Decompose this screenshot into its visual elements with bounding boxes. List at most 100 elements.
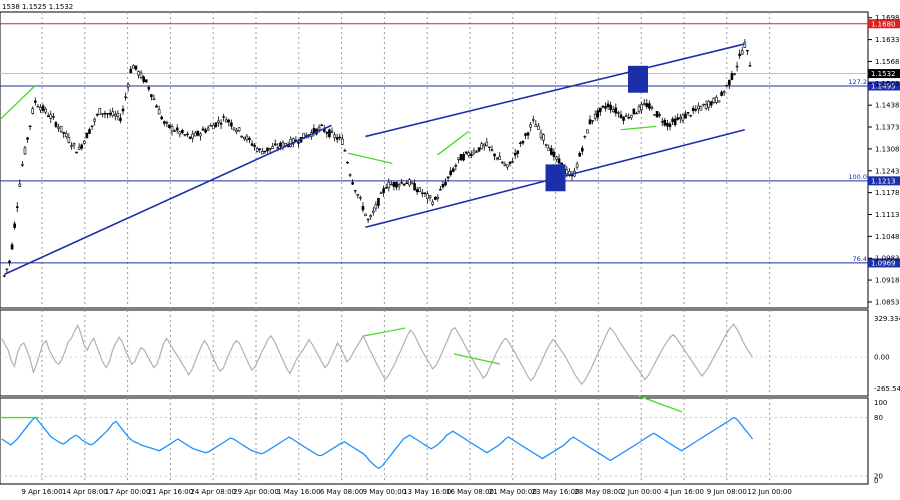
price-tick-label: 1.0918 xyxy=(875,277,900,285)
price-axis: 1.1698 1.1633 1.1568 1.1503 1.1438 1.1373 1.13… xyxy=(868,14,900,306)
candle-body xyxy=(222,116,225,118)
candle-body xyxy=(604,106,607,109)
fibo-level-label: 76.4 xyxy=(853,255,867,263)
candle-body xyxy=(196,130,200,136)
divergence-line xyxy=(0,85,36,121)
candle-body xyxy=(21,164,24,166)
candle-body xyxy=(111,111,115,116)
candle-body xyxy=(439,189,442,191)
candle-body xyxy=(697,105,700,110)
candle-body xyxy=(565,169,569,175)
cci-divergence-line xyxy=(363,327,406,337)
candle-body xyxy=(428,195,432,198)
candle-body xyxy=(325,132,329,134)
candle-body xyxy=(557,158,561,164)
candle-body xyxy=(735,65,739,68)
candle-body xyxy=(666,122,669,127)
candle-body xyxy=(614,107,618,114)
candle-body xyxy=(62,132,65,134)
vertical-grid xyxy=(41,12,771,484)
candle-body xyxy=(88,129,91,134)
candle-body xyxy=(292,138,295,145)
candle-body xyxy=(730,73,734,80)
candle-body xyxy=(599,107,602,113)
cci-divergence-line xyxy=(453,353,501,365)
candle-body xyxy=(462,154,465,161)
candle-body xyxy=(150,94,153,98)
candle-body xyxy=(637,106,641,112)
candle-body xyxy=(41,105,45,111)
candle-body xyxy=(124,96,127,98)
candle-body xyxy=(338,136,342,139)
rsi-tick-label: 20 xyxy=(874,473,883,481)
price-tick-label: 1.1568 xyxy=(875,58,900,66)
candle-body xyxy=(39,107,42,111)
candle-body xyxy=(382,188,385,193)
candle-body xyxy=(575,163,579,168)
x-tick-label: 28 May 08:00 xyxy=(574,488,622,496)
candle-body xyxy=(90,125,94,127)
candle-body xyxy=(495,157,499,160)
candle-body xyxy=(686,112,690,114)
candle-body xyxy=(547,147,551,151)
x-tick-label: 9 Apr 16:00 xyxy=(21,488,62,496)
candle-body xyxy=(660,121,664,123)
x-tick-label: 4 Jun 16:00 xyxy=(664,488,704,496)
cci-tick-label: 329.3341 xyxy=(874,315,900,323)
rsi-indicator: 100 80 200 xyxy=(0,399,887,485)
candle-body xyxy=(537,125,540,130)
candle-body xyxy=(658,114,661,116)
price-tick-label: 1.1243 xyxy=(875,167,900,175)
candle-body xyxy=(441,184,445,188)
candle-body xyxy=(103,112,107,115)
candle-body xyxy=(333,134,336,138)
x-tick-label: 21 Apr 16:00 xyxy=(148,488,194,496)
candle-body xyxy=(121,108,125,112)
price-tick-label: 1.1308 xyxy=(875,145,900,153)
candle-body xyxy=(519,142,522,145)
candle-body xyxy=(722,91,726,94)
candle-body xyxy=(201,128,205,131)
candle-body xyxy=(472,150,476,154)
candle-body xyxy=(464,151,468,154)
candle-body xyxy=(18,183,22,187)
candle-body xyxy=(694,109,698,111)
candle-body xyxy=(119,117,122,122)
fibo-level-label: 100.0 xyxy=(848,173,867,181)
candle-body xyxy=(534,124,538,128)
candle-body xyxy=(219,122,223,125)
candle-body xyxy=(516,150,520,154)
candle-body xyxy=(402,183,406,186)
candle-body xyxy=(67,137,71,143)
candle-body xyxy=(209,125,213,127)
signal-marker xyxy=(545,164,566,192)
candle-body xyxy=(601,105,605,108)
candle-body xyxy=(550,147,553,155)
candle-body xyxy=(240,135,244,138)
candle-body xyxy=(624,115,628,117)
candle-body xyxy=(212,124,215,130)
candle-body xyxy=(34,100,37,103)
candle-body xyxy=(609,104,612,111)
candle-body xyxy=(648,103,651,109)
candle-body xyxy=(183,134,187,136)
candle-body xyxy=(583,135,587,138)
candle-body xyxy=(80,144,84,149)
current-price-box xyxy=(868,69,900,79)
candle-body xyxy=(444,181,447,186)
candle-body xyxy=(611,109,615,112)
candle-body xyxy=(485,141,489,147)
candle-body xyxy=(152,98,156,100)
candle-body xyxy=(49,114,53,119)
candle-body xyxy=(642,103,646,105)
candle-body xyxy=(596,110,600,118)
candle-body xyxy=(588,119,592,125)
price-tick-label: 1.1698 xyxy=(875,14,900,22)
level-price-box xyxy=(868,176,900,186)
candle-body xyxy=(341,138,344,145)
main-panel-frame xyxy=(0,11,869,309)
candle-body xyxy=(170,126,174,132)
candle-body xyxy=(335,137,339,140)
candle-body xyxy=(671,118,674,122)
candle-body xyxy=(186,133,189,136)
